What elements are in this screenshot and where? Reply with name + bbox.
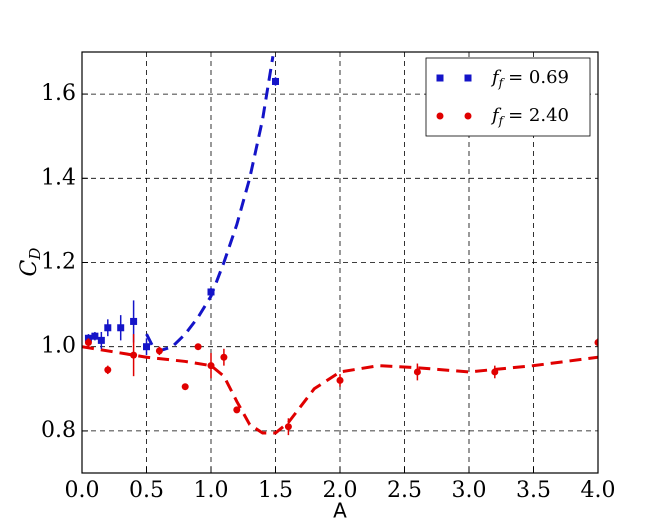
data-point	[91, 332, 99, 340]
x-tick-label: 1.5	[258, 478, 293, 503]
data-point	[117, 324, 125, 332]
y-axis-label-group: CD	[17, 248, 44, 277]
data-point	[594, 338, 598, 346]
y-axis-label-sub: D	[26, 248, 44, 261]
legend-box	[425, 57, 591, 137]
legend-subscript: f	[498, 76, 506, 90]
data-point	[155, 347, 163, 355]
x-tick-label: 3.5	[516, 478, 551, 503]
y-axis-label-main: C	[17, 259, 42, 276]
y-axis-label: CD	[17, 248, 44, 277]
x-tick-label: 2.5	[387, 478, 422, 503]
y-tick-label: 1.2	[41, 250, 76, 275]
data-point	[181, 383, 189, 391]
x-axis-label: A	[333, 499, 347, 523]
data-point	[97, 336, 105, 344]
data-point	[413, 368, 421, 376]
data-point	[104, 366, 112, 374]
legend-marker	[464, 74, 472, 82]
y-tick-label: 0.8	[41, 418, 76, 443]
legend-subscript: f	[498, 114, 506, 128]
legend-value: = 2.40	[508, 105, 569, 126]
x-tick-label: 0.5	[129, 478, 164, 503]
data-point	[130, 317, 138, 325]
x-tick-label: 1.0	[194, 478, 229, 503]
legend-value: = 0.69	[508, 67, 569, 88]
data-point	[233, 406, 241, 414]
legend-marker	[464, 112, 472, 120]
data-point	[130, 351, 138, 359]
y-tick-label: 1.4	[41, 165, 76, 190]
data-point	[207, 362, 215, 370]
fit-curve	[145, 55, 275, 353]
legend-marker	[436, 74, 444, 82]
data-point	[194, 343, 202, 351]
data-point	[104, 324, 112, 332]
x-tick-label: 0.0	[65, 478, 100, 503]
data-point	[220, 353, 228, 361]
legend-marker	[436, 112, 444, 120]
y-tick-label: 1.6	[41, 81, 76, 106]
fit-curve	[82, 345, 598, 435]
data-point	[272, 77, 279, 85]
x-tick-label: 4.0	[581, 478, 616, 503]
y-tick-label: 1.0	[41, 334, 76, 359]
data-point	[143, 343, 150, 351]
legend-label: ff = 0.69	[490, 67, 569, 90]
data-point	[284, 423, 292, 431]
x-tick-label: 3.0	[452, 478, 487, 503]
data-point	[491, 368, 499, 376]
data-point	[84, 338, 92, 346]
data-point	[207, 288, 215, 296]
data-point	[336, 376, 344, 384]
plot-frame	[81, 51, 599, 474]
x-tick-label: 2.0	[323, 478, 358, 503]
